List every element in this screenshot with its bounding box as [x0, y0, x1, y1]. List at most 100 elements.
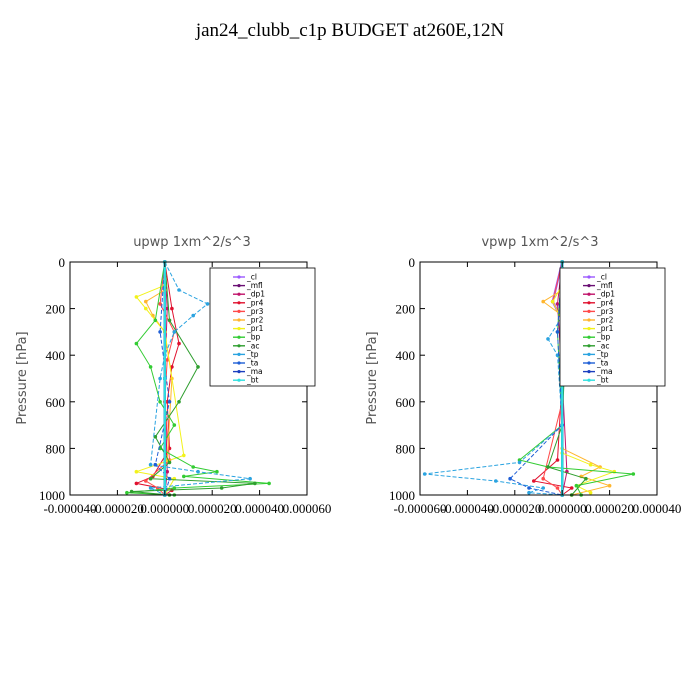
upwp-legend-label: _mfl — [246, 281, 263, 290]
upwp-legend-label: _ma — [246, 367, 263, 376]
vpwp-series-point-tp — [422, 472, 427, 476]
vpwp-x-tick-label: -0.000020 — [488, 501, 541, 516]
vpwp-series-point-tp — [517, 460, 522, 465]
vpwp-series-point-pr4 — [555, 458, 560, 462]
vpwp-legend-label: _dp1 — [596, 290, 615, 299]
vpwp-legend-marker — [587, 327, 591, 331]
upwp-legend-marker — [237, 318, 241, 322]
upwp-series-point-bp — [125, 490, 129, 495]
upwp-legend-label: _pr2 — [246, 316, 264, 325]
vpwp-series-line-pr1 — [552, 285, 616, 494]
upwp-series-point-ac — [196, 365, 200, 369]
upwp-series-line-pr2 — [145, 289, 173, 461]
vpwp-series-point-ta — [555, 330, 560, 334]
upwp-legend-label: _bp — [246, 333, 261, 342]
upwp-x-tick-label: 0.000040 — [235, 501, 284, 516]
upwp-series-line-pr1 — [134, 284, 185, 496]
vpwp-x-tick-label: -0.000060 — [393, 501, 446, 516]
upwp-axis-ticks: -0.000040-0.0000200.0000000.0000200.0000… — [39, 255, 331, 516]
upwp-legend-marker — [237, 352, 241, 356]
upwp-series-point-pr1 — [134, 295, 139, 299]
vpwp-series-point-pr2 — [541, 299, 545, 304]
upwp-series-point-ac — [167, 318, 172, 323]
vpwp-legend-marker — [587, 292, 591, 296]
upwp-series-line-pr4 — [134, 261, 180, 496]
upwp-legend-marker — [237, 378, 241, 382]
upwp-series-point-ac — [129, 489, 134, 494]
vpwp-series-point-ta — [527, 486, 531, 490]
vpwp-series-line-ta — [509, 261, 563, 496]
upwp-panel-title: upwp 1xm^2/s^3 — [133, 235, 251, 250]
upwp-legend-label: _bt — [246, 376, 259, 385]
vpwp-legend-label: _cl — [596, 273, 607, 282]
upwp-series-point-pr1 — [144, 306, 148, 311]
upwp-series-point-pr4 — [177, 341, 181, 346]
upwp-legend-marker — [237, 361, 241, 365]
vpwp-legend-marker — [587, 284, 591, 288]
upwp-series-point-bp — [172, 486, 177, 490]
vpwp-legend-label: _bp — [596, 333, 611, 342]
upwp-y-tick-label: 800 — [46, 441, 66, 456]
vpwp-legend-marker — [587, 318, 591, 322]
vpwp-legend-label: _tp — [596, 350, 609, 359]
vpwp-legend-marker — [587, 275, 591, 279]
vpwp-legend-marker — [587, 344, 591, 348]
upwp-y-tick-label: 1000 — [39, 488, 65, 503]
vpwp-legend-label: _pr1 — [596, 324, 614, 333]
upwp-series-point-pr4 — [134, 481, 139, 486]
upwp-legend: _cl_mfl_dp1_pr4_pr3_pr2_pr1_bp_ac_tp_ta_… — [209, 267, 316, 387]
upwp-legend-label: _pr3 — [246, 307, 264, 316]
upwp-legend-label: _dp1 — [246, 290, 265, 299]
upwp-series-point-bp — [267, 481, 271, 486]
vpwp-legend-label: _pr2 — [596, 316, 614, 325]
upwp-series-point-tp — [158, 376, 162, 381]
vpwp-series-point-tp — [546, 337, 550, 341]
vpwp-y-tick-label: 600 — [396, 395, 416, 410]
upwp-legend-marker — [237, 284, 241, 288]
vpwp-y-axis-label: Pressure [hPa] — [365, 331, 380, 424]
vpwp-series-point-pr4 — [532, 479, 536, 483]
vpwp-x-tick-label: -0.000040 — [441, 501, 494, 516]
upwp-series-point-bp — [134, 341, 139, 346]
upwp-series-point-tp — [172, 330, 177, 334]
upwp-legend-label: _tp — [246, 350, 259, 359]
upwp-series-point-pr1 — [182, 453, 186, 458]
upwp-series-point-tp — [148, 462, 153, 467]
vpwp-x-tick-label: 0.000040 — [633, 501, 682, 516]
upwp-series-point-bp — [172, 423, 177, 427]
upwp-series-point-tp — [148, 486, 153, 490]
upwp-series-point-ta — [167, 476, 172, 481]
vpwp-legend-box — [559, 267, 666, 387]
vpwp-series-point-tp — [541, 486, 545, 490]
vpwp-series-point-ac — [546, 465, 550, 469]
vpwp-legend: _cl_mfl_dp1_pr4_pr3_pr2_pr1_bp_ac_tp_ta_… — [559, 267, 666, 387]
upwp-series-point-ta — [167, 400, 172, 404]
vpwp-legend-marker — [587, 335, 591, 339]
vpwp-x-tick-label: 0.000020 — [585, 501, 634, 516]
vpwp-y-tick-label: 400 — [396, 348, 416, 363]
vpwp-panel-title: vpwp 1xm^2/s^3 — [481, 235, 598, 250]
vpwp-legend-marker — [587, 378, 591, 382]
vpwp-legend-label: _mfl — [596, 281, 613, 290]
vpwp-series-line-tp — [424, 261, 573, 496]
vpwp-legend-label: _ac — [596, 341, 609, 350]
vpwp-series-point-bp — [631, 472, 636, 476]
vpwp-y-tick-label: 200 — [396, 302, 416, 317]
vpwp-series-point-tp — [494, 479, 498, 483]
vpwp-series-line-pr2 — [542, 289, 612, 496]
vpwp-y-tick-label: 1000 — [389, 488, 415, 503]
upwp-legend-marker — [237, 292, 241, 296]
upwp-series-lines — [125, 260, 271, 497]
upwp-legend-marker — [237, 344, 241, 348]
upwp-series-point-tp — [191, 313, 195, 318]
upwp-panel: upwp 1xm^2/s^3 Pressure [hPa] -0.000040-… — [15, 235, 331, 516]
upwp-series-point-dp1 — [165, 469, 169, 474]
vpwp-series-point-pr3 — [555, 486, 560, 490]
vpwp-legend-marker — [587, 370, 591, 374]
vpwp-legend-marker — [587, 301, 591, 305]
vpwp-y-tick-label: 800 — [396, 441, 416, 456]
vpwp-x-tick-label: 0.000000 — [538, 501, 587, 516]
upwp-x-tick-label: 0.000000 — [140, 501, 189, 516]
upwp-y-axis-label: Pressure [hPa] — [15, 331, 30, 424]
